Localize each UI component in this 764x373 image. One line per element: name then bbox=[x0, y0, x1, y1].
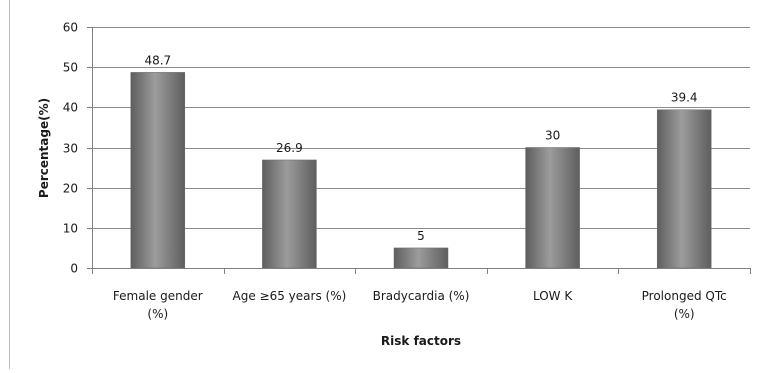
y-axis-title: Percentage(%) bbox=[37, 98, 51, 198]
bar bbox=[393, 247, 449, 269]
y-tick-label: 10 bbox=[63, 222, 78, 236]
x-tick-label: LOW K bbox=[533, 289, 573, 303]
x-tick-label: Prolonged QTc (%) bbox=[642, 289, 727, 321]
data-label: 48.7 bbox=[144, 53, 171, 67]
bar bbox=[130, 72, 186, 269]
x-tick-label: Bradycardia (%) bbox=[373, 289, 470, 303]
bar bbox=[656, 109, 712, 269]
x-axis-title: Risk factors bbox=[381, 334, 461, 348]
x-category-labels: Female gender (%) Age ≥65 years (%) Bradyca… bbox=[113, 289, 727, 321]
data-labels: 48.7 26.9 5 30 39.4 bbox=[144, 53, 697, 243]
data-label: 39.4 bbox=[671, 91, 698, 105]
gridlines bbox=[92, 27, 750, 229]
y-tick-labels: 0 10 20 30 40 50 60 bbox=[63, 21, 78, 276]
y-tick-label: 0 bbox=[70, 262, 78, 276]
data-label: 30 bbox=[545, 129, 560, 143]
axes bbox=[87, 27, 751, 274]
y-tick-label: 20 bbox=[63, 182, 78, 196]
bar bbox=[525, 147, 580, 269]
x-tick-label: Age ≥65 years (%) bbox=[233, 289, 347, 303]
data-label: 26.9 bbox=[276, 141, 303, 155]
data-label: 5 bbox=[417, 229, 425, 243]
y-tick-label: 40 bbox=[63, 101, 78, 115]
bar bbox=[262, 159, 317, 269]
y-tick-label: 50 bbox=[63, 61, 78, 75]
x-tick-label: Female gender (%) bbox=[113, 289, 203, 321]
y-tick-label: 30 bbox=[63, 142, 78, 156]
y-tick-label: 60 bbox=[63, 21, 78, 35]
